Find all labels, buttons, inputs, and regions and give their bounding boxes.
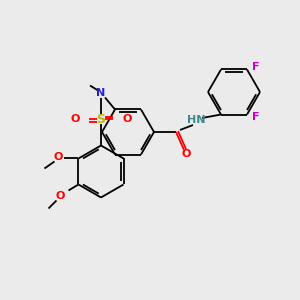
Text: F: F — [252, 62, 260, 73]
Text: N: N — [96, 88, 106, 98]
Text: HN: HN — [187, 115, 205, 125]
Text: O: O — [70, 115, 80, 124]
Text: O: O — [122, 115, 132, 124]
Text: F: F — [252, 112, 260, 122]
Text: O: O — [54, 152, 63, 163]
Text: S: S — [97, 113, 106, 126]
Text: O: O — [56, 191, 65, 202]
Text: O: O — [181, 149, 191, 159]
